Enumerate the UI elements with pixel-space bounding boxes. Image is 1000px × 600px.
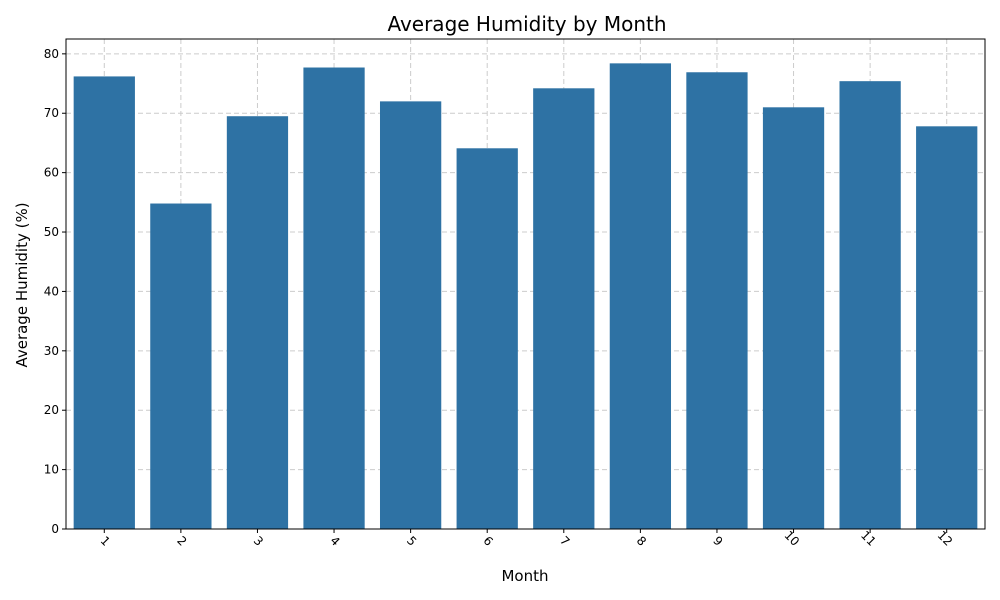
bars-layer	[73, 63, 978, 530]
chart-title: Average Humidity by Month	[387, 12, 666, 36]
bar-month-9	[686, 72, 748, 529]
x-tick-label: 12	[935, 528, 956, 549]
y-tick-label: 80	[44, 47, 59, 61]
bar-month-1	[73, 76, 135, 529]
bar-month-5	[379, 101, 442, 529]
bar-month-11	[839, 81, 901, 529]
x-tick-label: 6	[481, 533, 496, 548]
bar-month-8	[609, 63, 672, 530]
x-tick-label: 11	[858, 528, 879, 549]
y-tick-label: 10	[44, 463, 59, 477]
bar-month-3	[226, 116, 289, 529]
bar-month-6	[456, 148, 518, 529]
x-tick-label: 5	[404, 533, 419, 548]
x-tick-label: 1	[98, 533, 113, 548]
y-tick-label: 70	[44, 106, 59, 120]
y-tick-label: 50	[44, 225, 59, 239]
x-axis-label: Month	[501, 567, 548, 585]
x-tick-label: 7	[557, 533, 572, 548]
bar-month-7	[533, 88, 595, 529]
x-tick-label: 9	[710, 533, 725, 548]
y-tick-label: 0	[51, 522, 59, 536]
plot-frame	[65, 38, 986, 530]
x-tick-label: 2	[174, 533, 189, 548]
y-tick-label: 40	[44, 284, 59, 298]
bar-month-2	[150, 203, 212, 529]
bar-month-12	[916, 126, 978, 530]
y-tick-label: 60	[44, 166, 59, 180]
y-tick-label: 30	[44, 344, 59, 358]
bar-month-10	[762, 107, 825, 529]
y-axis-label: Average Humidity (%)	[13, 202, 31, 367]
y-tick-label: 20	[44, 403, 59, 417]
x-tick-label: 4	[327, 533, 342, 548]
x-tick-label: 10	[781, 528, 802, 549]
x-tick-label: 3	[251, 533, 266, 548]
bar-month-4	[303, 67, 365, 529]
x-tick-label: 8	[634, 533, 649, 548]
